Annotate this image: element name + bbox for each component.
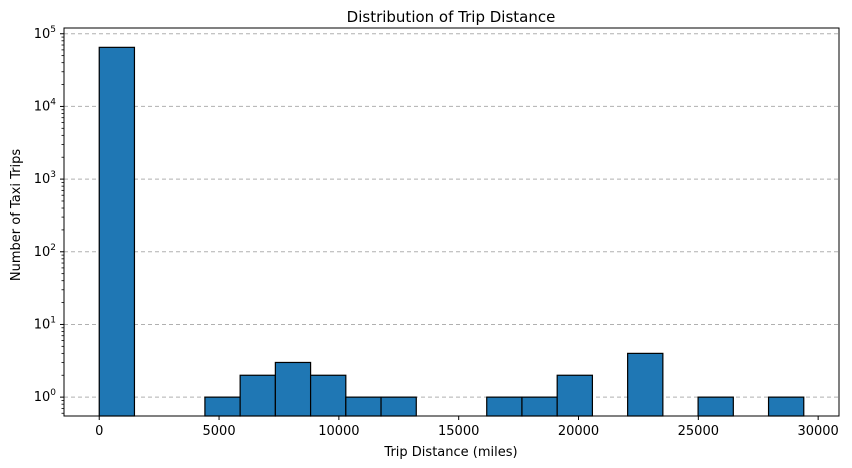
y-axis-label: Number of Taxi Trips [9, 149, 24, 281]
y-tick-label: 104 [34, 97, 57, 114]
histogram-bar [274, 361, 312, 417]
histogram-bar [767, 396, 805, 417]
y-tick-label: 103 [34, 170, 56, 187]
x-tick-label: 10000 [318, 424, 359, 439]
x-axis-ticks: 0 5000 10000 15000 20000 25000 30000 [95, 416, 839, 439]
histogram-bar [239, 374, 276, 417]
x-tick-label: 30000 [797, 424, 838, 439]
histogram-bar [98, 46, 136, 417]
histogram-bar [556, 374, 594, 417]
y-tick-label: 102 [34, 243, 56, 260]
y-tick-label: 100 [34, 388, 57, 405]
histogram-bar [627, 352, 664, 417]
chart-title: Distribution of Trip Distance [347, 8, 556, 26]
grid-lines [64, 33, 839, 398]
y-axis-ticks: 100 101 102 103 104 105 [34, 25, 64, 414]
bars [98, 46, 805, 417]
x-axis-label: Trip Distance (miles) [383, 445, 517, 460]
histogram-bar [204, 396, 241, 417]
histogram-bar [380, 396, 417, 417]
histogram-bar [309, 374, 347, 417]
x-tick-label: 0 [95, 424, 103, 439]
y-tick-label: 105 [34, 25, 56, 42]
x-tick-label: 20000 [558, 424, 599, 439]
x-tick-label: 15000 [438, 424, 479, 439]
plot-frame [63, 27, 840, 417]
histogram-bar [521, 396, 558, 417]
x-tick-label: 5000 [203, 424, 236, 439]
x-tick-label: 25000 [678, 424, 719, 439]
histogram-bar [486, 396, 523, 417]
y-tick-label: 101 [34, 315, 56, 332]
histogram-bar [697, 396, 734, 417]
histogram-bar [345, 396, 382, 417]
